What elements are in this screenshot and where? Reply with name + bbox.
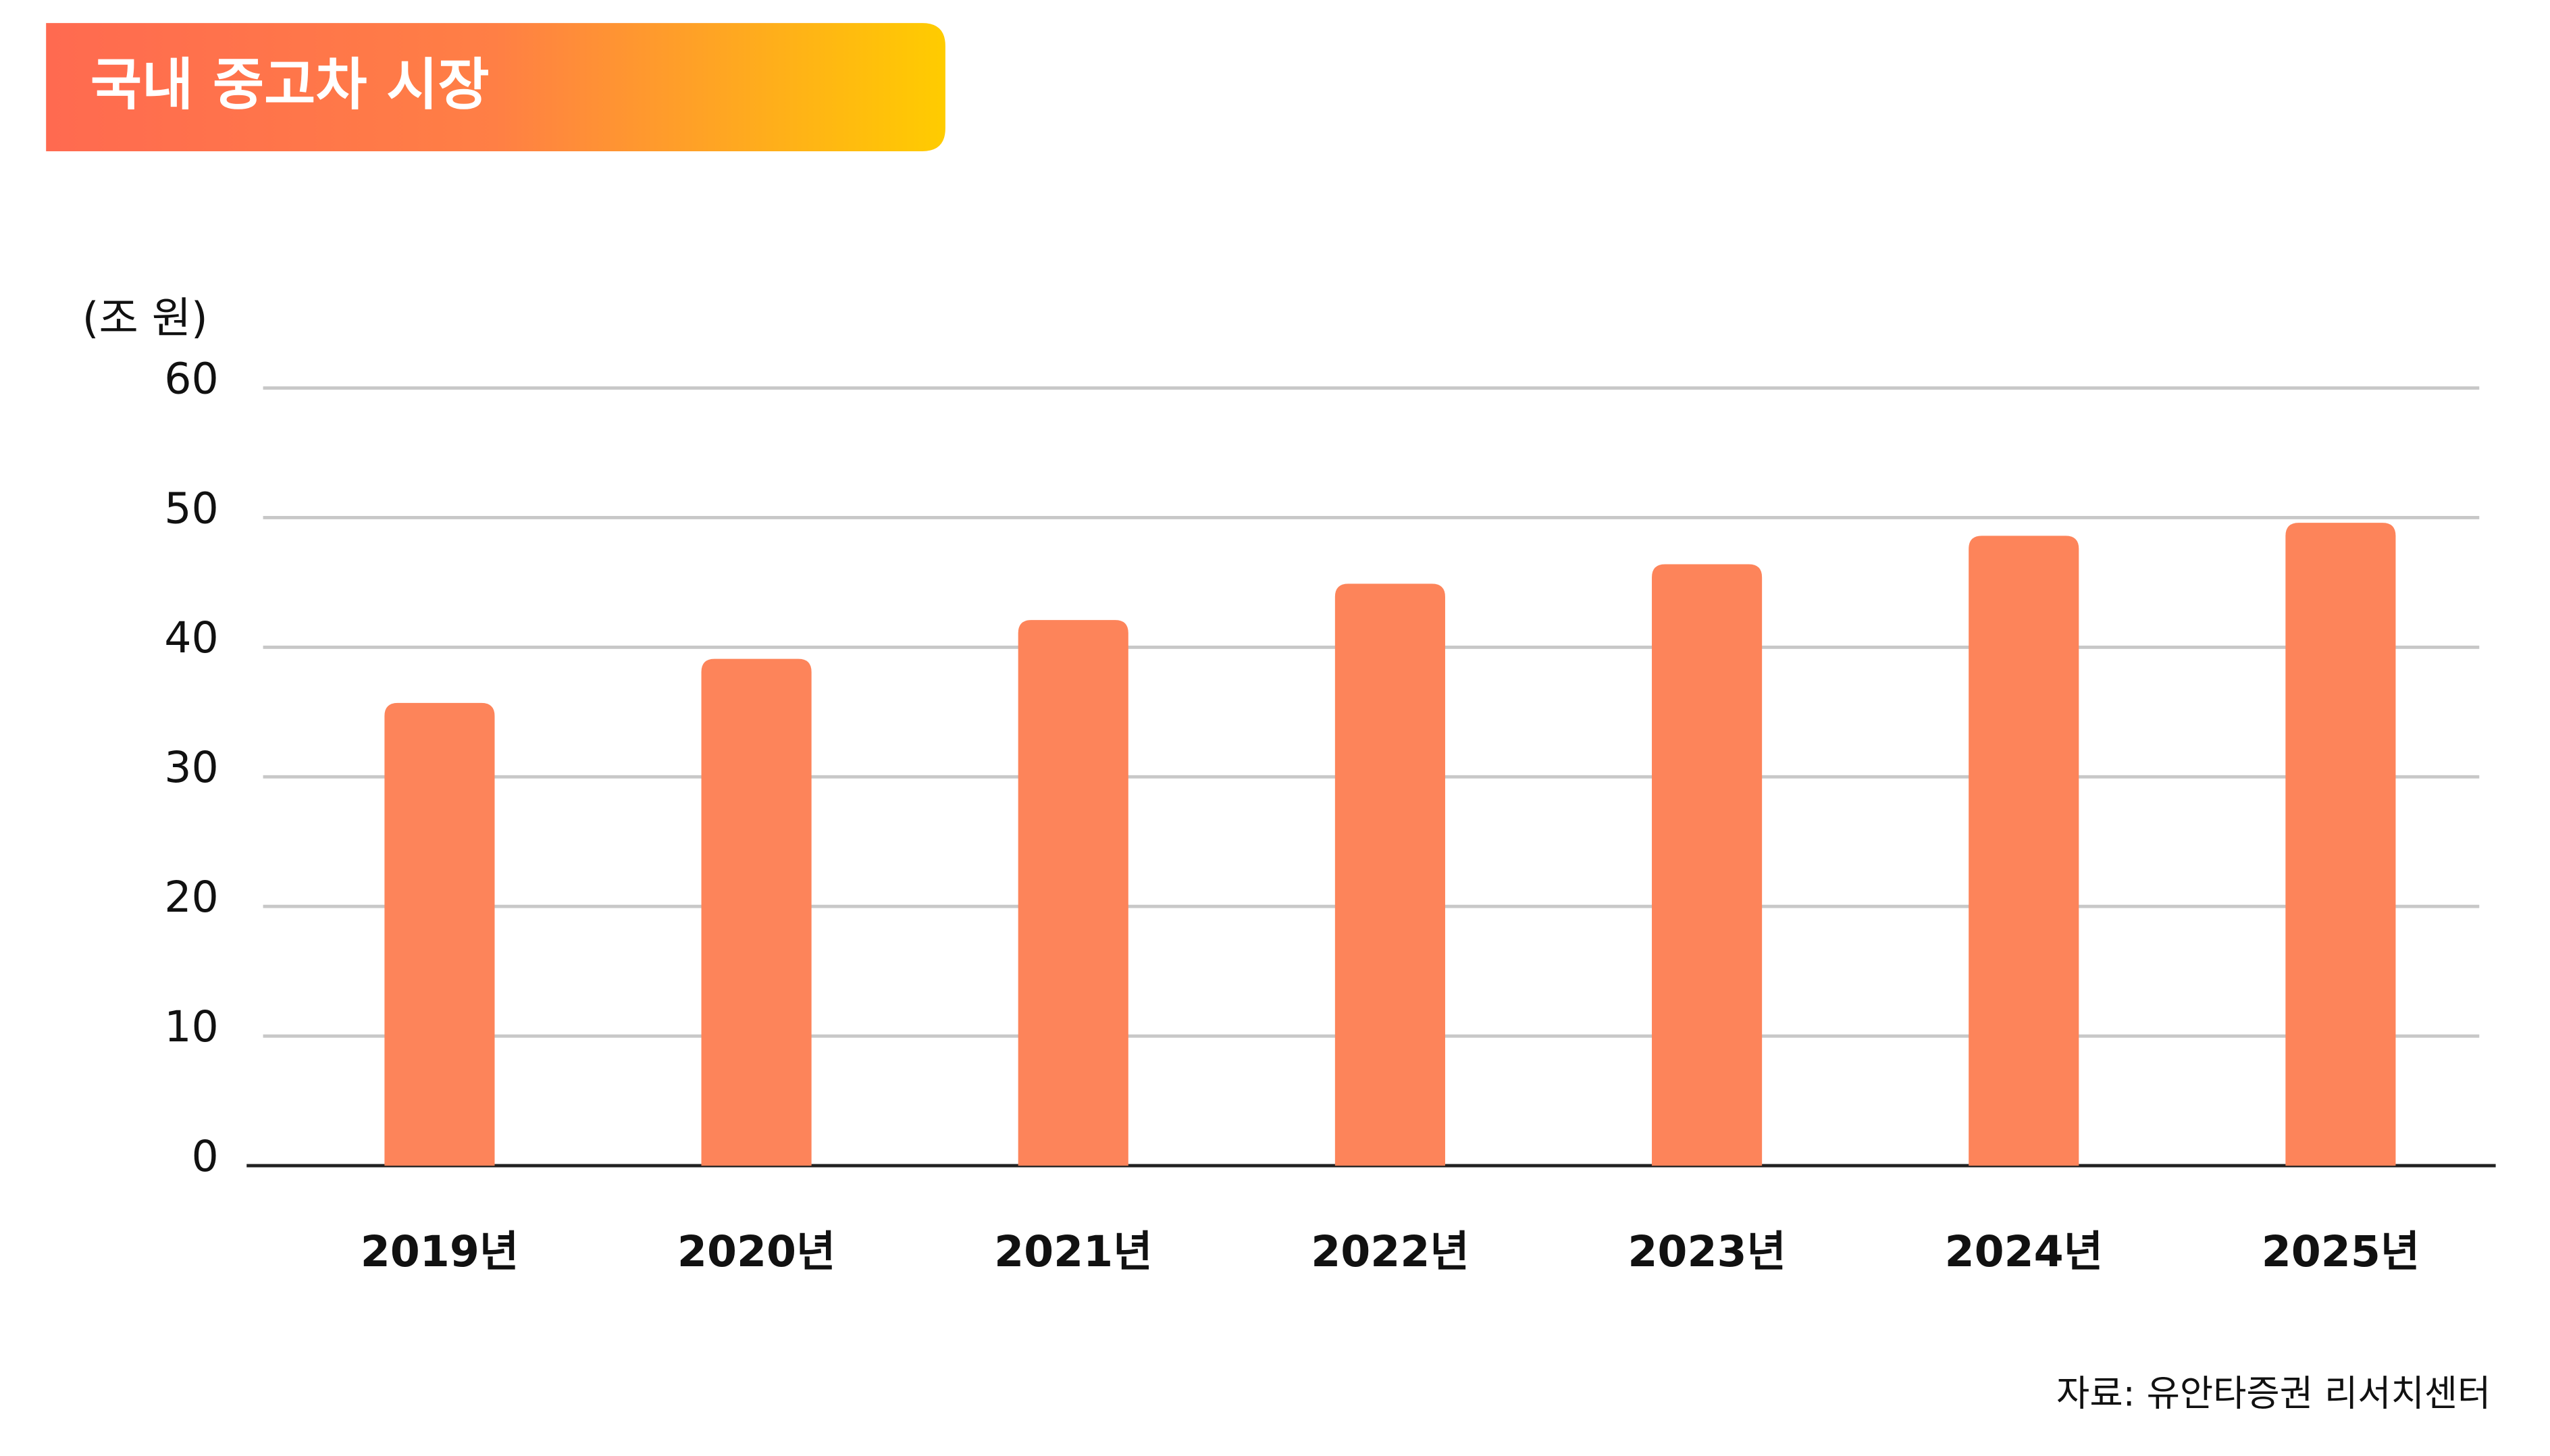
title-banner [46,23,945,151]
x-tick-label: 2021년 [994,1226,1152,1276]
y-tick-label: 20 [164,872,219,922]
bar [384,702,495,1166]
y-unit: (조 원) [82,292,208,342]
x-tick-label: 2020년 [677,1226,835,1276]
chart-title: 국내 중고차 시장 [90,52,490,118]
y-tick-label: 50 [164,483,219,533]
y-tick-label: 10 [164,1002,219,1051]
x-tick-label: 2024년 [1945,1226,2103,1276]
y-tick-label: 30 [164,742,219,792]
bar [1018,620,1128,1166]
bar [701,658,812,1166]
x-tick-label: 2019년 [361,1226,519,1276]
x-tick-label: 2025년 [2262,1226,2420,1276]
y-tick-label: 60 [164,353,219,403]
bar [1652,564,1763,1166]
bar [1969,536,2079,1166]
bar [2285,523,2396,1166]
source: 자료: 유안타증권 리서치센터 [2056,1372,2491,1415]
y-tick-label: 40 [164,613,219,662]
y-tick-label: 0 [192,1131,219,1181]
x-tick-label: 2023년 [1628,1226,1786,1276]
x-tick-label: 2022년 [1311,1226,1469,1276]
bar [1334,583,1445,1166]
